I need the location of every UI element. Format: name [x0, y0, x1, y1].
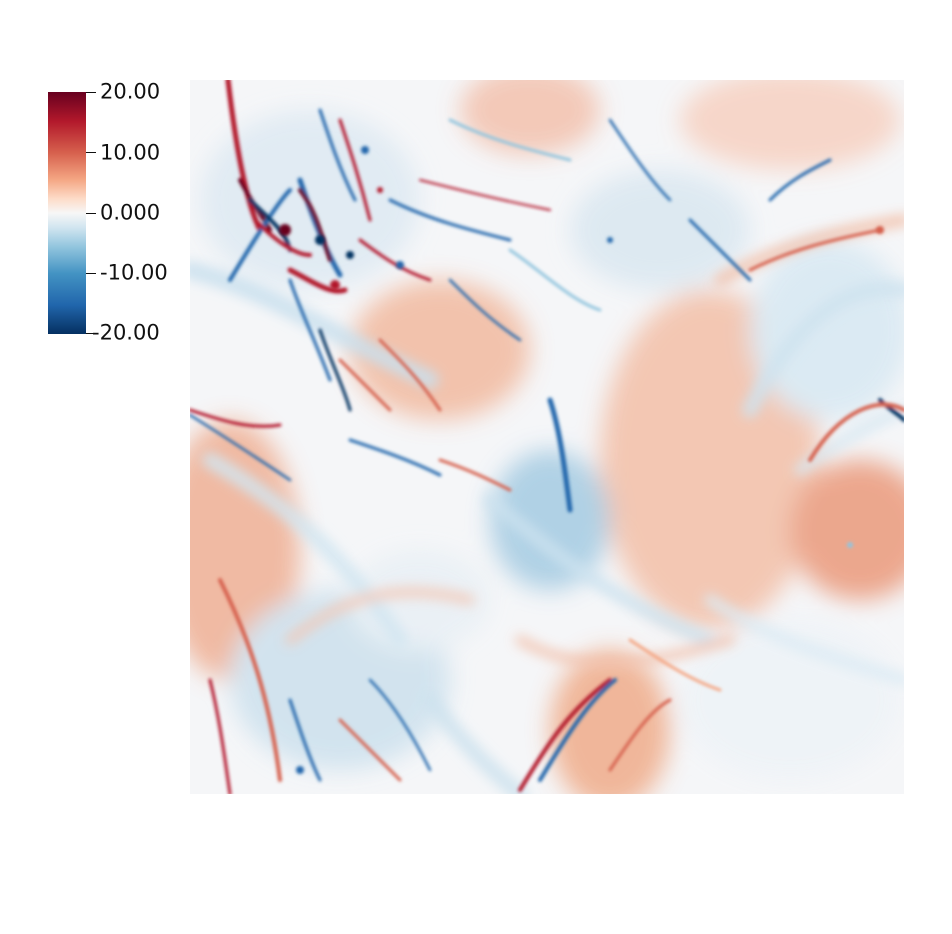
colorbar [48, 92, 86, 334]
colorbar-tick [86, 213, 96, 214]
colorbar-tick [86, 152, 96, 153]
colorbar-gradient [48, 92, 86, 334]
colorbar-tick [86, 92, 96, 93]
colorbar-tick [86, 333, 96, 334]
colorbar-label-min: -20.00 [92, 320, 160, 345]
colorbar-label-10: 10.00 [100, 140, 161, 165]
colorbar-label-max: 20.00 [100, 79, 161, 104]
vorticity-field-image [190, 80, 904, 794]
colorbar-tick [86, 273, 96, 274]
colorbar-label-neg10: -10.00 [100, 260, 168, 285]
turbulence-plot [190, 80, 904, 794]
colorbar-label-0: 0.000 [100, 200, 161, 225]
